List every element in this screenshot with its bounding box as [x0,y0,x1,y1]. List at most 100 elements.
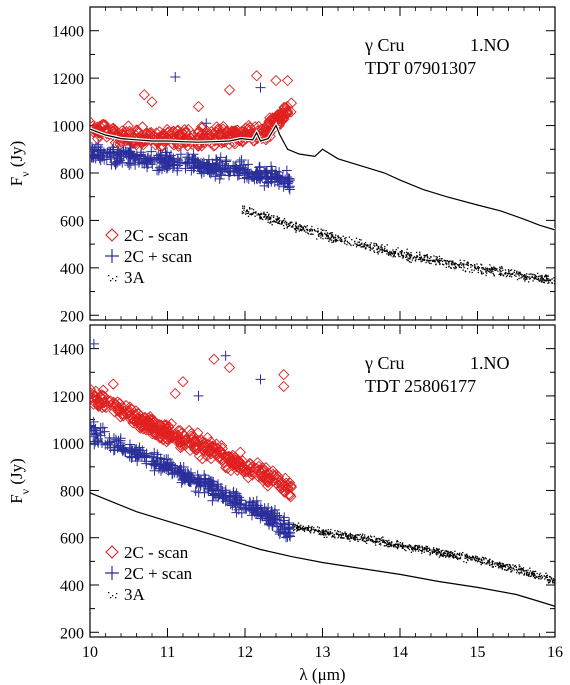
data-point-3a [476,556,479,558]
data-point-3a [362,533,364,535]
data-point-plus-scan [139,158,150,169]
data-point-3a [520,568,522,571]
data-point-minus-scan [167,430,179,442]
data-point-minus-scan [185,428,197,440]
data-point-plus-scan [202,477,213,488]
data-point-3a [276,215,278,218]
data-point-3a [459,259,461,261]
data-point-3a [541,276,543,278]
data-point-3a [305,226,307,228]
data-point-3a [435,258,437,260]
data-point-3a [340,534,342,536]
data-point-minus-scan [263,120,275,133]
data-point-3a [326,235,328,237]
data-point-3a [296,525,299,528]
data-point-minus-scan [123,404,135,416]
data-point-3a [379,540,381,543]
data-point-3a [488,560,490,562]
data-point-3a [553,283,555,285]
data-point-plus-scan [124,160,135,171]
data-point-3a [542,278,544,280]
data-point-plus-scan [118,442,129,453]
data-point-minus-scan [93,400,105,412]
data-point-plus-scan [284,182,295,193]
data-point-3a [383,545,386,547]
data-point-3a [441,554,443,557]
data-point-plus-scan [271,171,282,182]
y-axis-label: Fν (Jy) [7,458,32,504]
data-point-minus-scan [267,112,279,125]
data-point-3a [492,272,494,275]
data-point-3a [466,555,469,558]
data-point-minus-scan [261,476,273,488]
data-point-plus-scan [278,181,289,192]
data-point-3a [442,555,444,557]
data-point-3a [410,545,412,547]
data-point-3a [373,242,375,245]
data-point-3a [526,573,528,575]
data-point-3a [511,569,513,571]
data-point-3a [518,571,520,574]
data-point-3a [491,566,493,568]
data-point-3a [370,242,372,244]
data-point-3a [282,221,284,223]
data-point-minus-scan [217,123,229,135]
data-point-3a [435,547,438,550]
data-point-3a [486,563,488,565]
data-point-3a [480,272,483,274]
data-point-3a [423,549,425,551]
data-point-3a [342,534,344,536]
data-point-3a [344,240,347,242]
data-point-plus-scan [278,528,289,539]
legend-label: 2C + scan [124,564,193,583]
data-point-3a [489,270,491,272]
data-point-3a [317,234,320,236]
data-point-3a [249,208,251,210]
data-layer [90,338,555,607]
data-point-3a [493,269,496,271]
data-point-3a [525,572,528,574]
data-point-3a [438,255,441,258]
data-point-3a [545,276,548,278]
data-point-3a [330,234,333,236]
data-point-3a [508,564,511,566]
data-point-3a [295,222,298,225]
data-point-3a [385,250,387,252]
data-point-3a [380,246,382,249]
data-point-plus-scan-outlier [90,338,99,349]
data-point-3a [410,547,413,549]
data-point-3a [306,225,309,227]
data-point-3a [243,207,246,209]
data-point-3a [350,537,353,539]
data-point-3a [520,274,523,276]
data-point-3a [363,534,366,536]
data-point-3a [408,258,410,260]
data-point-3a [445,263,448,265]
data-point-3a [421,549,423,552]
data-point-minus-scan [107,122,120,135]
data-point-3a [324,530,326,533]
data-point-plus-scan [111,150,122,161]
data-point-3a [367,537,369,539]
data-point-3a [429,549,431,552]
data-point-minus-scan [282,489,295,501]
data-point-3a [508,272,511,275]
data-point-3a [545,274,548,276]
data-point-3a [266,217,268,220]
data-point-3a [327,235,329,238]
data-point-minus-scan [120,399,132,412]
data-point-plus-scan [240,164,251,175]
data-point-3a [545,277,548,279]
data-point-3a [309,530,311,533]
data-point-3a [328,237,330,239]
data-point-minus-scan [161,433,173,445]
data-point-3a [269,216,272,219]
data-point-3a [452,260,454,262]
data-point-3a [365,244,367,247]
model-line [90,492,555,607]
data-point-3a [474,265,476,267]
data-point-3a [302,527,304,530]
data-point-3a [426,260,429,262]
data-point-3a [384,245,386,248]
data-point-3a [533,576,536,579]
